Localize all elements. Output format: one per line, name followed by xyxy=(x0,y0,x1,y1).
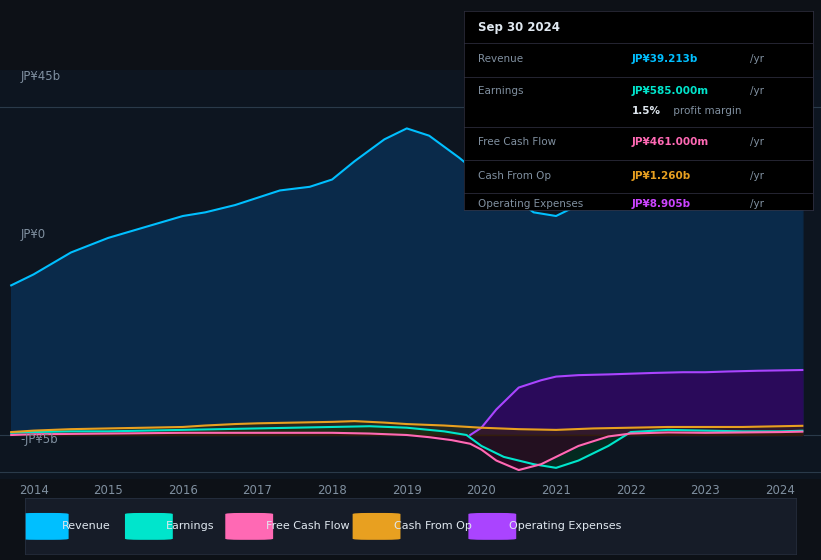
Text: Revenue: Revenue xyxy=(62,521,110,531)
Text: JP¥461.000m: JP¥461.000m xyxy=(631,137,709,147)
FancyBboxPatch shape xyxy=(21,513,69,540)
Text: Operating Expenses: Operating Expenses xyxy=(478,199,583,209)
Text: Earnings: Earnings xyxy=(478,86,523,96)
Text: Operating Expenses: Operating Expenses xyxy=(509,521,621,531)
Text: 1.5%: 1.5% xyxy=(631,106,660,115)
Text: JP¥45b: JP¥45b xyxy=(21,70,61,83)
FancyBboxPatch shape xyxy=(353,513,401,540)
Text: Revenue: Revenue xyxy=(478,54,523,64)
FancyBboxPatch shape xyxy=(225,513,273,540)
Text: JP¥39.213b: JP¥39.213b xyxy=(631,54,698,64)
Text: /yr: /yr xyxy=(750,199,764,209)
Text: /yr: /yr xyxy=(750,171,764,181)
Text: -JP¥5b: -JP¥5b xyxy=(21,433,58,446)
Text: profit margin: profit margin xyxy=(670,106,741,115)
Text: Cash From Op: Cash From Op xyxy=(393,521,471,531)
Text: Earnings: Earnings xyxy=(166,521,214,531)
Text: Cash From Op: Cash From Op xyxy=(478,171,551,181)
Text: Free Cash Flow: Free Cash Flow xyxy=(478,137,556,147)
FancyBboxPatch shape xyxy=(468,513,516,540)
Text: Free Cash Flow: Free Cash Flow xyxy=(266,521,350,531)
FancyBboxPatch shape xyxy=(125,513,172,540)
Text: /yr: /yr xyxy=(750,86,764,96)
Text: Sep 30 2024: Sep 30 2024 xyxy=(478,21,560,34)
Text: /yr: /yr xyxy=(750,54,764,64)
Text: JP¥0: JP¥0 xyxy=(21,227,46,241)
Text: JP¥1.260b: JP¥1.260b xyxy=(631,171,690,181)
Text: JP¥585.000m: JP¥585.000m xyxy=(631,86,709,96)
Text: JP¥8.905b: JP¥8.905b xyxy=(631,199,690,209)
Text: /yr: /yr xyxy=(750,137,764,147)
